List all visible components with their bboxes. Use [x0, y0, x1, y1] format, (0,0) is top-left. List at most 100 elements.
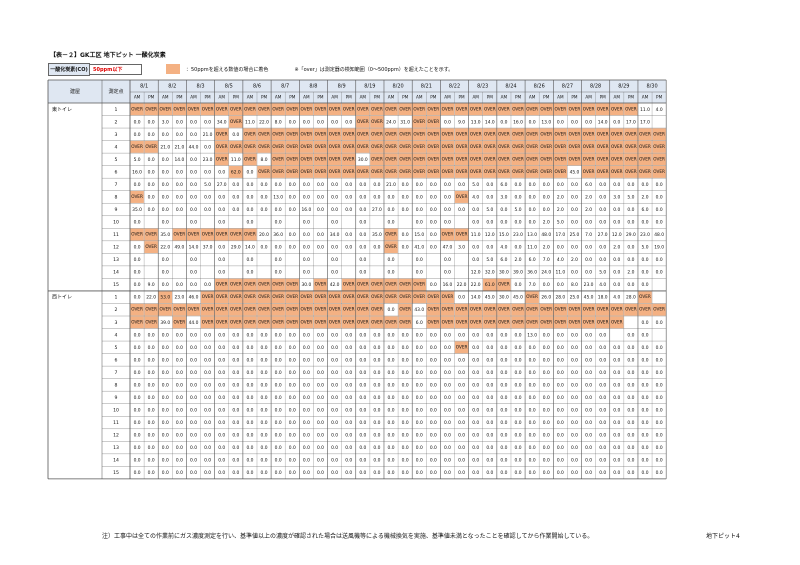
value-cell: 0.0 [303, 382, 310, 388]
value-cell: 0.0 [317, 395, 324, 401]
value-cell: OVER [258, 131, 270, 136]
value-cell: 0.0 [331, 194, 338, 200]
value-cell: 0.0 [148, 182, 155, 188]
exceed-cell [539, 303, 553, 316]
value-cell: 0.0 [289, 119, 296, 125]
value-cell: 0.0 [232, 370, 239, 376]
value-cell: 0.0 [543, 458, 550, 464]
value-cell: OVER [385, 144, 397, 149]
value-cell: OVER [498, 319, 510, 324]
value-cell: OVER [653, 156, 665, 161]
value-cell: OVER [131, 232, 143, 237]
value-cell: 0.0 [204, 169, 211, 175]
value-cell: OVER [484, 169, 496, 174]
value-cell: 0.0 [444, 194, 451, 200]
value-cell: OVER [202, 319, 214, 324]
value-cell: 0.0 [162, 458, 169, 464]
area-name: 東トイレ [52, 106, 72, 113]
value-cell: 7.0 [529, 282, 536, 288]
exceed-cell [412, 103, 427, 116]
value-cell: 0.0 [303, 119, 310, 125]
exceed-cell [327, 165, 342, 178]
exceed-cell [200, 228, 215, 241]
value-cell: OVER [413, 144, 425, 149]
value-cell: OVER [555, 319, 567, 324]
header-am: AM [472, 95, 479, 100]
value-cell: 0.0 [642, 458, 649, 464]
header-date: 8/30 [646, 84, 657, 90]
exceed-cell [454, 191, 469, 203]
value-cell: 0.0 [627, 407, 634, 413]
value-cell: 0.0 [190, 194, 197, 200]
exceed-cell [257, 278, 271, 291]
value-cell: OVER [470, 106, 482, 111]
value-cell: 0.0 [627, 382, 634, 388]
exceed-cell [595, 316, 610, 329]
value-cell: 0.0 [204, 433, 211, 439]
exceed-cell [539, 316, 553, 329]
exceed-cell [567, 153, 582, 166]
value-cell: 0.0 [148, 119, 155, 125]
value-cell: 0.0 [134, 132, 141, 138]
value-cell: 0.0 [472, 470, 479, 476]
value-cell: 0.0 [444, 433, 451, 439]
value-cell: OVER [428, 131, 440, 136]
value-cell: OVER [258, 144, 270, 149]
value-cell: 31.0 [400, 119, 410, 125]
exceed-cell [144, 303, 158, 316]
value-cell: 0.0 [388, 345, 395, 351]
value-cell: 0.0 [190, 207, 197, 213]
exceed-cell [426, 115, 441, 128]
value-cell: 0.0 [232, 182, 239, 188]
exceed-cell [497, 128, 511, 141]
value-cell: 0.0 [444, 420, 451, 426]
exceed-cell [186, 103, 201, 116]
value-cell: 8.0 [275, 119, 282, 125]
value-cell: 45.0 [513, 295, 523, 301]
exceed-cell [384, 140, 398, 153]
exceed-cell [581, 153, 596, 166]
value-cell: 0.0 [246, 332, 253, 338]
value-cell: 24.0 [386, 119, 396, 125]
value-cell: 0.0 [642, 282, 649, 288]
value-cell: 0.0 [515, 245, 522, 251]
value-cell: 0.0 [359, 270, 366, 276]
value-cell: 3.0 [500, 194, 507, 200]
value-cell: 0.0 [246, 345, 253, 351]
exceed-cell [638, 153, 652, 166]
exceed-cell [285, 128, 300, 141]
value-cell: 0.0 [416, 220, 423, 226]
value-cell: 0.0 [585, 370, 592, 376]
value-cell: OVER [244, 156, 256, 161]
value-cell: 0.0 [373, 420, 380, 426]
value-cell: 0.0 [359, 370, 366, 376]
value-cell: 0.0 [373, 245, 380, 251]
exceed-cell [595, 303, 610, 316]
value-cell: 0.0 [656, 257, 663, 263]
value-cell: 0.0 [345, 445, 352, 451]
value-cell: OVER [343, 131, 355, 136]
value-cell: 0.0 [388, 470, 395, 476]
value-cell: OVER [456, 307, 468, 312]
exceed-cell [610, 303, 624, 316]
value-cell: OVER [484, 131, 496, 136]
value-cell: 0.0 [162, 207, 169, 213]
value-cell: 0.0 [261, 370, 268, 376]
value-cell: OVER [385, 232, 397, 237]
value-cell: 0.0 [275, 345, 282, 351]
value-cell: 0.0 [162, 382, 169, 388]
exceed-cell [553, 153, 568, 166]
value-cell: OVER [470, 131, 482, 136]
value-cell: OVER [540, 131, 552, 136]
exceed-cell [327, 303, 342, 316]
value-cell: 0.0 [275, 207, 282, 213]
value-cell: 24.0 [541, 270, 551, 276]
exceed-cell [638, 128, 652, 141]
exceed-cell [595, 153, 610, 166]
value-cell: 0.0 [134, 357, 141, 363]
exceed-cell [229, 228, 243, 241]
exceed-cell [186, 303, 201, 316]
value-cell: 0.0 [402, 345, 409, 351]
value-cell: OVER [371, 119, 383, 124]
value-cell: 0.0 [246, 207, 253, 213]
